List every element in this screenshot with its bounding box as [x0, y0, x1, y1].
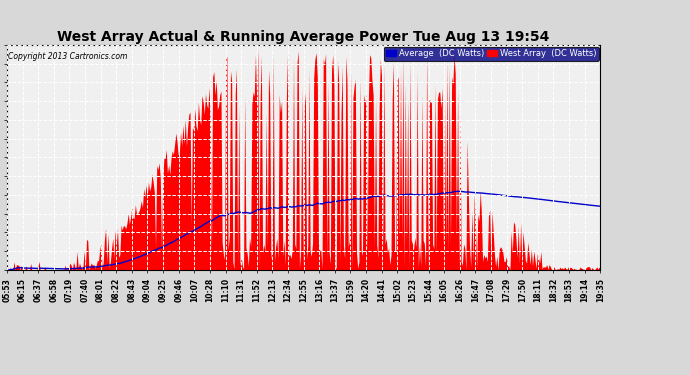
Title: West Array Actual & Running Average Power Tue Aug 13 19:54: West Array Actual & Running Average Powe… — [57, 30, 550, 44]
Legend: Average  (DC Watts), West Array  (DC Watts): Average (DC Watts), West Array (DC Watts… — [384, 46, 599, 61]
Text: Copyright 2013 Cartronics.com: Copyright 2013 Cartronics.com — [8, 52, 128, 61]
